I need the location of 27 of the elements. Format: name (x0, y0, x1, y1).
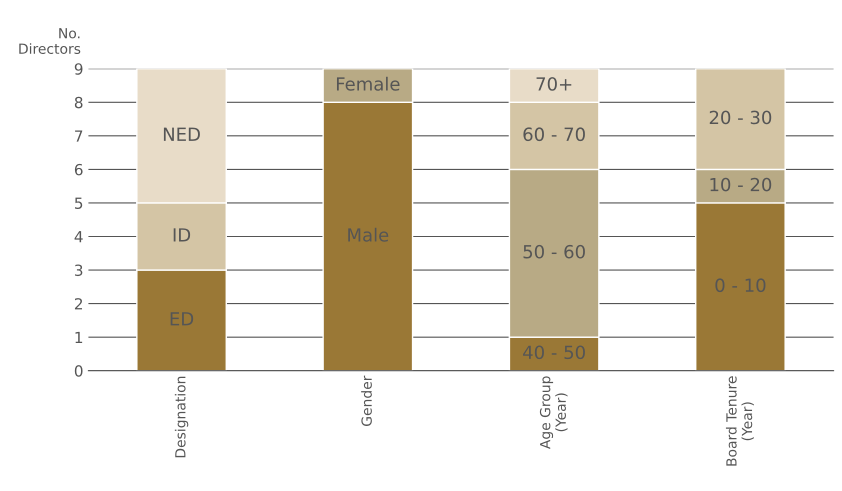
series-label: Male (348, 228, 388, 242)
y-tick-label: 5 (75, 198, 82, 209)
x-tick-label: Age Group (Year) (540, 376, 568, 450)
y-axis-title: No. Directors (19, 28, 80, 54)
y-tick-label: 7 (75, 130, 82, 142)
series-label: 50 - 60 (524, 244, 585, 259)
y-tick-label: 4 (74, 231, 83, 242)
x-tick-label: Gender (361, 376, 372, 426)
y-tick-label: 3 (74, 264, 82, 276)
y-tick-label: 1 (76, 332, 82, 343)
series-label: Female (336, 76, 400, 91)
series-label: ED (170, 312, 194, 326)
y-tick-label: 8 (74, 96, 83, 108)
series-label: ID (174, 228, 190, 242)
series-label: NED (164, 128, 200, 141)
series-label: 60 - 70 (523, 127, 585, 142)
y-tick-label: 0 (74, 365, 83, 377)
series-label: 20 - 30 (710, 110, 772, 124)
series-label: 0 - 10 (715, 278, 766, 292)
x-tick-label: Board Tenure (Year) (726, 376, 754, 466)
y-tick-label: 6 (74, 164, 83, 176)
series-label: 70+ (536, 77, 572, 91)
series-label: 40 - 50 (523, 346, 585, 360)
x-tick-label: Designation (174, 376, 188, 458)
y-tick-label: 9 (74, 63, 82, 75)
y-tick-label: 2 (74, 298, 82, 310)
series-label: 10 - 20 (710, 178, 772, 192)
